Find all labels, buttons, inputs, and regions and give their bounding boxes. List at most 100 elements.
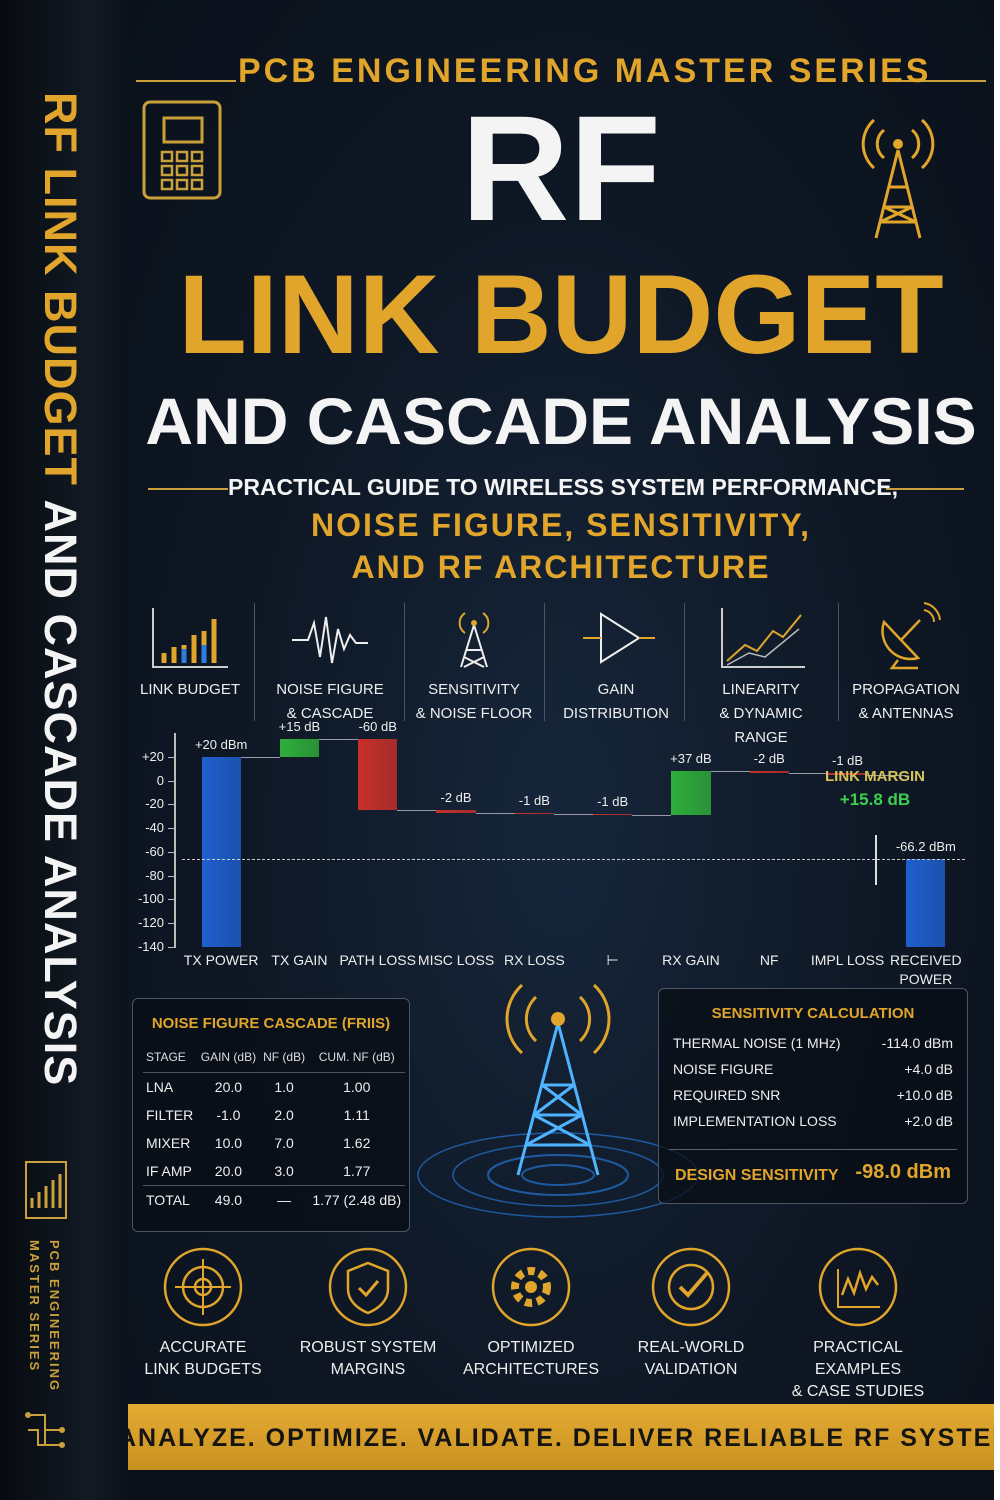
topic-line: LINK BUDGET <box>139 681 241 698</box>
tagline: ANALYZE. OPTIMIZE. VALIDATE. DELIVER REL… <box>128 1424 994 1452</box>
y-tick-label: 0 <box>156 772 164 788</box>
bar <box>671 771 711 816</box>
feature-label: ROBUST SYSTEM MARGINS <box>283 1337 453 1381</box>
table-cell: 20.0 <box>214 1163 243 1179</box>
table-cell: IMPLEMENTATION LOSS <box>673 1113 837 1129</box>
y-tick-label: -140 <box>137 939 164 954</box>
calculator-icon <box>142 100 222 200</box>
connector <box>475 812 515 814</box>
topic-icon <box>881 602 941 670</box>
topic-line: & NOISE FLOOR <box>415 705 533 722</box>
feature-line: MARGINS <box>330 1361 406 1378</box>
table-cell: LNA <box>146 1079 174 1095</box>
table-cell: 10.0 <box>214 1135 243 1151</box>
subtitle: PRACTICAL GUIDE TO WIRELESS SYSTEM PERFO… <box>228 474 899 500</box>
x-tick-label: RX LOSS <box>503 952 565 968</box>
topic-line: & DYNAMIC RANGE <box>719 705 803 746</box>
connector <box>710 771 750 773</box>
subtitle: AND RF ARCHITECTURE <box>351 549 771 585</box>
subtitle-rule <box>886 488 964 490</box>
table-row: THERMAL NOISE (1 MHz) -114.0 dBm <box>673 1030 953 1056</box>
feature-line: LINK BUDGETS <box>144 1361 262 1378</box>
table-cell: +10.0 dB <box>896 1087 953 1103</box>
bar <box>593 813 633 816</box>
topic: LINK BUDGET <box>128 600 260 725</box>
y-tick <box>168 828 176 830</box>
feature-label: ACCURATE LINK BUDGETS <box>128 1337 288 1381</box>
separator <box>404 603 405 721</box>
topic: LINEARITY & DYNAMIC RANGE <box>691 600 831 746</box>
noise-figure-table: STAGE GAIN (dB) NF (dB) CUM. NF (dB) LNA 20.0… <box>143 1042 405 1214</box>
table-cell: 49.0 <box>197 1185 260 1214</box>
table-header-cell: CUM. NF (dB) <box>308 1042 405 1073</box>
y-tick <box>168 947 176 948</box>
feature-line: PRACTICAL EXAMPLES <box>813 1339 903 1378</box>
bottom-edge <box>128 1470 994 1500</box>
series-title: PCB ENGINEERING MASTER SERIES <box>238 52 932 90</box>
table-cell: 1.00 <box>343 1079 371 1095</box>
value-label: -66.2 dBm <box>895 839 956 855</box>
table-cell: THERMAL NOISE (1 MHz) <box>673 1035 841 1051</box>
table-cell: — <box>259 1185 309 1214</box>
annotation-label: LINK MARGIN <box>825 768 925 785</box>
separator <box>544 603 545 721</box>
table-cell: NOISE FIGURE <box>673 1061 774 1077</box>
y-tick-label: -100 <box>137 891 164 907</box>
feature-label: OPTIMIZED ARCHITECTURES <box>446 1337 616 1381</box>
spine-icon <box>25 1161 67 1219</box>
subtitle: NOISE FIGURE, SENSITIVITY, <box>310 507 812 543</box>
feature: ACCURATE LINK BUDGETS <box>128 1245 288 1381</box>
value-label: -1 dB <box>518 792 550 808</box>
value-label: +20 dBm <box>194 736 248 752</box>
table-cell: 7.0 <box>274 1135 294 1151</box>
bar <box>906 859 946 947</box>
topic-label: SENSITIVITY & NOISE FLOOR <box>404 678 544 726</box>
y-axis <box>174 733 176 947</box>
topic-line: NOISE FIGURE <box>276 681 384 698</box>
table-header-cell: STAGE <box>143 1042 198 1073</box>
topic-label: GAIN DISTRIBUTION <box>546 678 686 726</box>
panel-title: NOISE FIGURE CASCADE (FRIIS) <box>151 1015 391 1032</box>
spine-series: PCB ENGINEERING MASTER SERIES <box>24 1240 64 1392</box>
topic-label: PROPAGATION & ANTENNAS <box>836 678 976 726</box>
topic-line: DISTRIBUTION <box>563 705 669 722</box>
topic-line: & CASCADE <box>286 705 374 722</box>
feature: OPTIMIZED ARCHITECTURES <box>446 1245 616 1381</box>
table-cell: 3.0 <box>274 1163 294 1179</box>
separator <box>684 603 685 721</box>
x-tick-label: RX GAIN <box>662 952 720 968</box>
panel-title: SENSITIVITY CALCULATION <box>711 1005 915 1022</box>
footer-band: ANALYZE. OPTIMIZE. VALIDATE. DELIVER REL… <box>128 1404 994 1470</box>
topic: PROPAGATION & ANTENNAS <box>836 600 976 725</box>
table-cell: 1.62 <box>343 1135 371 1151</box>
table-row: MIXER 10.0 7.0 1.62 <box>143 1129 405 1157</box>
feature-line: REAL-WORLD <box>637 1339 745 1356</box>
table-cell: FILTER <box>146 1107 194 1123</box>
table-cell: -1.0 <box>216 1107 241 1123</box>
value-label: -1 dB <box>832 753 864 769</box>
topic-label: LINEARITY & DYNAMIC RANGE <box>691 678 831 750</box>
table-cell: MIXER <box>146 1135 191 1151</box>
connector <box>553 813 594 815</box>
feature-line: OPTIMIZED <box>487 1339 575 1356</box>
table-cell: 1.0 <box>274 1079 294 1095</box>
table-row: IMPLEMENTATION LOSS +2.0 dB <box>673 1108 953 1134</box>
y-tick <box>168 899 176 901</box>
value-label: -60 dB <box>358 718 397 734</box>
y-tick-label: -80 <box>145 867 164 883</box>
result-label: DESIGN SENSITIVITY <box>675 1167 839 1184</box>
feature-line: & CASE STUDIES <box>791 1383 925 1400</box>
x-tick-label: TX GAIN <box>271 952 328 968</box>
table-row: LNA 20.0 1.0 1.00 <box>143 1073 405 1102</box>
table-row: TOTAL 49.0—1.77 (2.48 dB) <box>143 1185 405 1214</box>
topic-icon <box>583 612 655 664</box>
bar <box>436 810 476 813</box>
table-cell: +4.0 dB <box>904 1061 953 1077</box>
title-cascade: AND CASCADE ANALYSIS <box>145 384 977 458</box>
table-cell: 20.0 <box>214 1079 243 1095</box>
topic-icon <box>721 608 805 668</box>
connector <box>867 774 907 776</box>
y-tick-label: -60 <box>145 843 164 859</box>
bar <box>514 812 554 814</box>
feature-icon <box>818 1247 898 1327</box>
